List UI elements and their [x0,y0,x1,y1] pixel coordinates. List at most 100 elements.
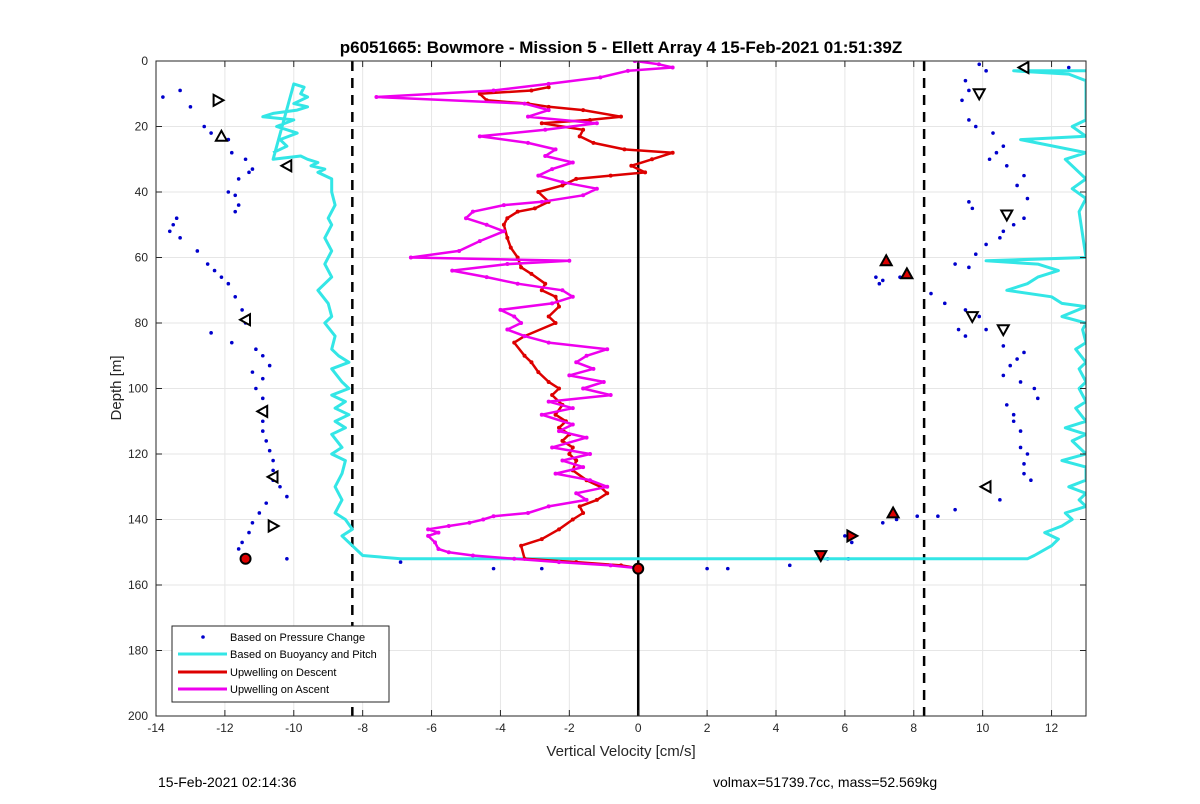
ascent-point [584,435,589,440]
pressure-point [1022,350,1026,355]
descent-point [577,504,582,509]
descent-point [539,121,544,126]
descent-point [529,88,534,93]
y-tick-label: 140 [128,513,148,527]
ascent-point [550,445,555,450]
ascent-point [581,465,586,470]
pressure-point [1001,144,1006,148]
ascent-point [526,140,530,145]
descent-point [557,425,561,430]
pressure-point [247,530,251,535]
descent-point [539,537,544,542]
pressure-point [174,216,179,220]
legend-label: Based on Pressure Change [230,632,365,644]
pressure-point [987,157,992,162]
ascent-point [515,281,520,286]
pressure-point [212,268,217,273]
pressure-point [967,200,971,204]
pressure-point [1004,164,1009,168]
pressure-point [967,88,971,93]
pressure-point [171,222,176,227]
ascent-point [560,180,565,185]
pressure-point [278,484,282,489]
descent-point [529,360,534,365]
descent-point [543,281,548,286]
ascent-point [560,458,565,463]
pressure-point [984,327,988,332]
pressure-point [233,193,238,198]
descent-point [629,163,634,168]
pressure-point [877,281,882,286]
pressure-point [1004,403,1009,407]
ascent-point [598,75,603,80]
descent-point [570,517,575,522]
descent-point [588,117,592,122]
ascent-point [446,524,451,529]
x-tick-label: -8 [357,721,368,735]
x-tick-label: 0 [635,721,642,735]
ascent-point [591,366,596,371]
descent-point [508,245,513,250]
pressure-point [285,494,289,499]
descent-point [619,114,623,119]
pressure-point [271,468,275,473]
pressure-point [973,124,978,129]
pressure-point [219,275,224,279]
triangle-marker [885,505,901,519]
pressure-point [539,566,544,571]
descent-point [591,140,596,145]
descent-point [574,458,579,463]
pressure-point [1011,222,1016,227]
pressure-point [243,157,248,162]
descent-point [557,527,561,532]
pressure-point [843,534,847,538]
descent-point [581,108,586,113]
ascent-point [484,275,489,280]
pressure-point [1035,396,1040,401]
star-marker [632,562,645,575]
ascent-point [574,360,579,365]
pressure-point [1032,386,1037,391]
pressure-point [260,353,265,358]
ascent-point [408,255,413,260]
ascent-point [546,340,551,345]
ascent-point [605,484,610,489]
descent-point [605,491,610,496]
pressure-point [188,105,193,109]
pressure-point [849,540,854,545]
x-axis-label: Vertical Velocity [cm/s] [546,743,695,760]
descent-point [539,288,544,293]
pressure-point [233,295,238,299]
y-tick-label: 20 [135,120,149,134]
pressure-point [1001,373,1006,378]
triangle-marker [265,469,279,485]
legend-label: Upwelling on Descent [230,667,336,679]
marker-layer [212,61,1030,575]
pressure-point [787,563,792,568]
ascent-line [375,61,674,570]
pressure-point [254,347,258,352]
ascent-point [546,108,551,113]
descent-point [546,314,551,319]
triangle-marker [279,158,293,173]
ascent-point [539,412,544,417]
y-tick-label: 0 [141,54,148,68]
pressure-point [960,98,964,103]
pressure-point [953,507,957,512]
ascent-point [464,216,468,221]
ascent-point [477,134,482,139]
pressure-point [705,566,709,571]
x-tick-label: -10 [285,721,303,735]
y-tick-label: 120 [128,447,148,461]
footer-info: volmax=51739.7cc, mass=52.569kg [713,774,938,790]
ascent-point [498,307,503,312]
descent-point [546,104,551,109]
pressure-point [880,278,885,283]
triangle-marker [214,128,229,142]
pressure-point [236,203,241,207]
ascent-point [505,327,510,332]
ascent-point [570,294,575,299]
descent-point [557,304,561,309]
ascent-point [512,314,517,319]
pressure-point [1022,173,1026,178]
